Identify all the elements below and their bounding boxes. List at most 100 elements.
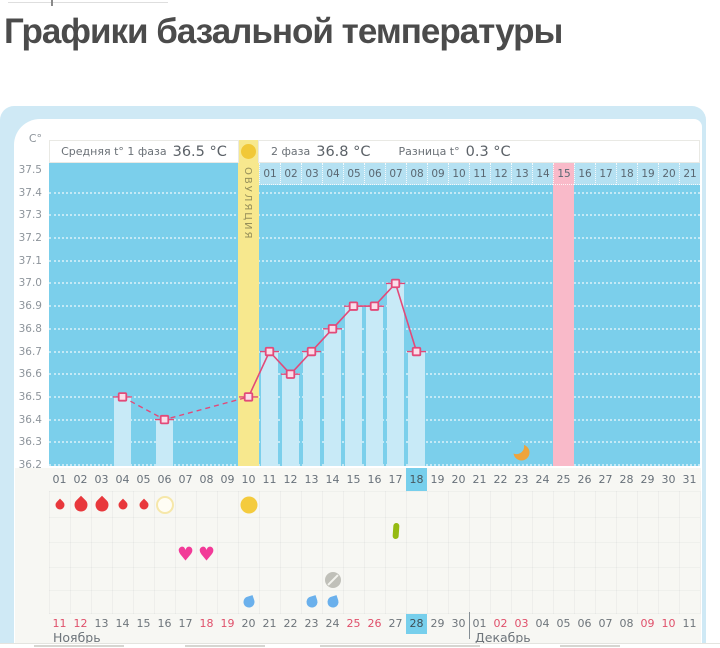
date-cell[interactable]: 12 (73, 617, 88, 630)
phase2-day-cell[interactable]: 21 (679, 163, 700, 185)
phase2-day-cell[interactable]: 20 (658, 163, 679, 185)
phase2-day-cell[interactable]: 04 (322, 163, 343, 185)
phase2-day-cell[interactable]: 06 (364, 163, 385, 185)
phase2-day-cell[interactable]: 07 (385, 163, 406, 185)
cycle-day-cell[interactable]: 17 (388, 473, 403, 486)
phase2-day-cell[interactable]: 15 (553, 163, 574, 185)
bottom-grid-vline (406, 491, 407, 614)
date-cell[interactable]: 03 (514, 617, 529, 630)
cycle-day-cell[interactable]: 19 (430, 473, 445, 486)
phase2-day-cell[interactable]: 09 (427, 163, 448, 185)
phase2-day-cell[interactable]: 11 (469, 163, 490, 185)
date-cell[interactable]: 24 (325, 617, 340, 630)
phase2-day-cell[interactable]: 01 (259, 163, 280, 185)
cycle-day-cell[interactable]: 10 (241, 473, 256, 486)
date-cell[interactable]: 13 (94, 617, 109, 630)
cycle-day-cell[interactable]: 30 (661, 473, 676, 486)
intimacy-heart-icon: ♥ (176, 543, 195, 566)
phase2-day-cell[interactable]: 19 (637, 163, 658, 185)
cycle-day-cell[interactable]: 22 (493, 473, 508, 486)
date-cell[interactable]: 10 (661, 617, 676, 630)
cycle-day-cell[interactable]: 16 (367, 473, 382, 486)
date-cell[interactable]: 05 (556, 617, 571, 630)
cycle-day-cell[interactable]: 15 (346, 473, 361, 486)
cycle-day-cell[interactable]: 13 (304, 473, 319, 486)
gridline (49, 259, 700, 262)
cycle-day-cell[interactable]: 21 (472, 473, 487, 486)
cycle-day-cell[interactable]: 28 (619, 473, 634, 486)
date-cell[interactable]: 16 (157, 617, 172, 630)
bottom-grid-hline (49, 542, 700, 543)
phase2-day-cell[interactable]: 17 (595, 163, 616, 185)
date-cell[interactable]: 09 (640, 617, 655, 630)
cycle-day-cell[interactable]: 02 (73, 473, 88, 486)
date-cell[interactable]: 01 (472, 617, 487, 630)
cycle-day-cell[interactable]: 25 (556, 473, 571, 486)
ovulation-day-icon (240, 496, 257, 514)
cycle-day-cell[interactable]: 18 (406, 468, 427, 491)
phase2-day-cell[interactable]: 16 (574, 163, 595, 185)
date-cell[interactable]: 18 (199, 617, 214, 630)
bottom-grid-vline (595, 491, 596, 614)
cycle-day-cell[interactable]: 29 (640, 473, 655, 486)
gridline (49, 282, 700, 285)
cycle-day-cell[interactable]: 06 (157, 473, 172, 486)
phase2-day-cell[interactable]: 02 (280, 163, 301, 185)
month-divider (469, 612, 470, 639)
date-cell[interactable]: 22 (283, 617, 298, 630)
bottom-grid-vline (133, 491, 134, 614)
cycle-day-cell[interactable]: 09 (220, 473, 235, 486)
cycle-day-cell[interactable]: 11 (262, 473, 277, 486)
date-cell[interactable]: 04 (535, 617, 550, 630)
cycle-day-cell[interactable]: 07 (178, 473, 193, 486)
phase2-day-cell[interactable]: 03 (301, 163, 322, 185)
date-cell[interactable]: 02 (493, 617, 508, 630)
cycle-day-cell[interactable]: 04 (115, 473, 130, 486)
date-cell[interactable]: 30 (451, 617, 466, 630)
date-cell[interactable]: 17 (178, 617, 193, 630)
phase2-day-cell[interactable]: 18 (616, 163, 637, 185)
cycle-day-cell[interactable]: 26 (577, 473, 592, 486)
date-cell[interactable]: 26 (367, 617, 382, 630)
date-cell[interactable]: 07 (598, 617, 613, 630)
date-cell[interactable]: 20 (241, 617, 256, 630)
date-cell[interactable]: 06 (577, 617, 592, 630)
cycle-day-cell[interactable]: 23 (514, 473, 529, 486)
no-pill-icon (324, 572, 341, 588)
month-label-november: Ноябрь (53, 630, 101, 645)
phase2-day-cell[interactable]: 08 (406, 163, 427, 185)
date-cell[interactable]: 27 (388, 617, 403, 630)
date-cell[interactable]: 29 (430, 617, 445, 630)
cycle-day-cell[interactable]: 01 (52, 473, 67, 486)
date-cell[interactable]: 15 (136, 617, 151, 630)
bottom-grid-vline (301, 491, 302, 614)
cycle-day-cell[interactable]: 12 (283, 473, 298, 486)
date-cell[interactable]: 14 (115, 617, 130, 630)
phase2-day-cell[interactable]: 12 (490, 163, 511, 185)
date-cell[interactable]: 08 (619, 617, 634, 630)
date-cell[interactable]: 23 (304, 617, 319, 630)
phase2-value: 36.8 °C (316, 143, 371, 160)
phase2-day-cell[interactable]: 05 (343, 163, 364, 185)
phase1-header: Средняя t° 1 фаза 36.5 °C (49, 140, 239, 163)
date-cell[interactable]: 19 (220, 617, 235, 630)
phase2-day-cell[interactable]: 14 (532, 163, 553, 185)
phase2-day-cell[interactable]: 13 (511, 163, 532, 185)
date-cell[interactable]: 25 (346, 617, 361, 630)
cycle-day-cell[interactable]: 24 (535, 473, 550, 486)
y-axis-label: 36.3 (18, 436, 42, 449)
phase2-day-cell[interactable]: 10 (448, 163, 469, 185)
date-cell[interactable]: 11 (682, 617, 697, 630)
date-cell[interactable]: 28 (406, 614, 427, 634)
cycle-day-cell[interactable]: 08 (199, 473, 214, 486)
bottom-grid-hline (49, 590, 700, 591)
cycle-day-cell[interactable]: 05 (136, 473, 151, 486)
cycle-day-cell[interactable]: 20 (451, 473, 466, 486)
cycle-day-cell[interactable]: 27 (598, 473, 613, 486)
cycle-day-cell[interactable]: 14 (325, 473, 340, 486)
cycle-day-cell[interactable]: 03 (94, 473, 109, 486)
cycle-day-cell[interactable]: 31 (682, 473, 697, 486)
legend-smudge (320, 645, 480, 647)
date-cell[interactable]: 21 (262, 617, 277, 630)
date-cell[interactable]: 11 (52, 617, 67, 630)
